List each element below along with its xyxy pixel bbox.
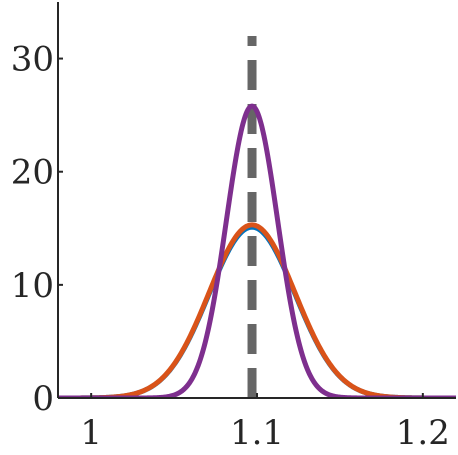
x-tick-label: 1.1: [230, 413, 284, 450]
y-tick-label: 10: [11, 266, 54, 306]
x-tick-label: 1.2: [396, 413, 450, 450]
y-tick-label: 30: [11, 40, 54, 80]
y-tick-label: 20: [11, 153, 54, 193]
tick-labels-layer: 0 10 20 30 1 1.1 1.2: [11, 40, 450, 453]
x-tick-label: 1: [80, 413, 102, 450]
series-line-2: [58, 222, 456, 398]
series-line-3: [58, 103, 456, 398]
series-line-1: [58, 224, 456, 398]
plot-data-layer: [58, 35, 456, 398]
y-tick-label: 0: [32, 379, 54, 419]
axes-layer: [57, 2, 456, 399]
